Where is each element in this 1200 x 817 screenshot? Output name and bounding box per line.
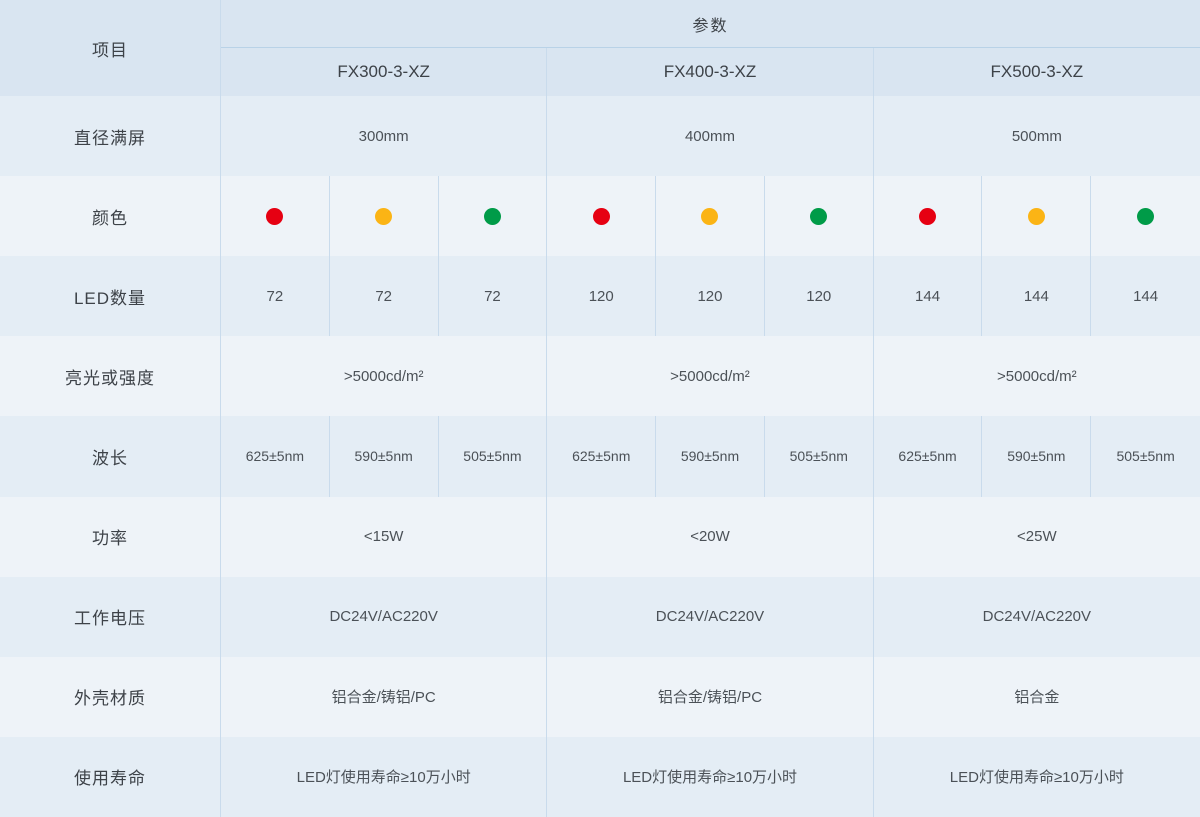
- cell-color-fx500-green: [1091, 176, 1200, 257]
- cell-wavelength: 590±5nm: [982, 416, 1092, 497]
- cell-lifespan-fx300: LED灯使用寿命≥10万小时: [221, 736, 548, 817]
- cell-material-fx500: 铝合金: [873, 656, 1200, 737]
- cell-color-fx400-yellow: [656, 176, 765, 257]
- cell-power-fx300: <15W: [221, 496, 548, 577]
- model-header-fx400: FX400-3-XZ: [547, 48, 874, 96]
- cell-color-fx300-green: [438, 176, 548, 257]
- param-header: 参数: [221, 0, 1200, 48]
- cell-brightness-fx300: >5000cd/m²: [221, 336, 548, 417]
- cell-led-count: 120: [547, 256, 657, 337]
- cell-led-count: 72: [438, 256, 548, 337]
- yellow-dot-icon: [375, 207, 393, 225]
- cell-led-count: 72: [329, 256, 439, 337]
- cell-brightness-fx500: >5000cd/m²: [873, 336, 1200, 417]
- cell-color-fx500-red: [873, 176, 983, 257]
- green-dot-icon: [483, 207, 501, 225]
- cell-wavelength: 625±5nm: [221, 416, 330, 497]
- row-label-voltage: 工作电压: [0, 576, 221, 657]
- row-label-led-count: LED数量: [0, 256, 221, 337]
- cell-voltage-fx300: DC24V/AC220V: [221, 576, 548, 657]
- row-label-diameter: 直径满屏: [0, 96, 221, 177]
- cell-lifespan-fx500: LED灯使用寿命≥10万小时: [873, 736, 1200, 817]
- cell-color-fx300-yellow: [329, 176, 439, 257]
- row-label-wavelength: 波长: [0, 416, 221, 497]
- cell-wavelength: 590±5nm: [329, 416, 439, 497]
- cell-wavelength: 625±5nm: [873, 416, 983, 497]
- cell-voltage-fx400: DC24V/AC220V: [547, 576, 874, 657]
- cell-voltage-fx500: DC24V/AC220V: [873, 576, 1200, 657]
- row-label-material: 外壳材质: [0, 656, 221, 737]
- item-header: 项目: [0, 0, 221, 96]
- cell-wavelength: 505±5nm: [764, 416, 874, 497]
- red-dot-icon: [266, 207, 284, 225]
- cell-wavelength: 625±5nm: [547, 416, 657, 497]
- cell-led-count: 120: [764, 256, 874, 337]
- cell-led-count: 144: [982, 256, 1092, 337]
- cell-wavelength: 505±5nm: [438, 416, 548, 497]
- cell-diameter-fx300: 300mm: [221, 96, 548, 177]
- cell-color-fx500-yellow: [982, 176, 1092, 257]
- cell-led-count: 72: [221, 256, 330, 337]
- row-label-brightness: 亮光或强度: [0, 336, 221, 417]
- cell-diameter-fx400: 400mm: [547, 96, 874, 177]
- cell-material-fx300: 铝合金/铸铝/PC: [221, 656, 548, 737]
- cell-led-count: 144: [1091, 256, 1200, 337]
- cell-power-fx500: <25W: [873, 496, 1200, 577]
- cell-lifespan-fx400: LED灯使用寿命≥10万小时: [547, 736, 874, 817]
- cell-wavelength: 505±5nm: [1091, 416, 1200, 497]
- cell-led-count: 144: [873, 256, 983, 337]
- cell-brightness-fx400: >5000cd/m²: [547, 336, 874, 417]
- model-header-fx500: FX500-3-XZ: [873, 48, 1200, 96]
- green-dot-icon: [1137, 207, 1155, 225]
- cell-color-fx400-red: [547, 176, 657, 257]
- row-label-color: 颜色: [0, 176, 221, 257]
- green-dot-icon: [810, 207, 828, 225]
- yellow-dot-icon: [701, 207, 719, 225]
- red-dot-icon: [919, 207, 937, 225]
- cell-color-fx400-green: [764, 176, 874, 257]
- row-label-power: 功率: [0, 496, 221, 577]
- yellow-dot-icon: [1027, 207, 1045, 225]
- cell-diameter-fx500: 500mm: [873, 96, 1200, 177]
- cell-color-fx300-red: [221, 176, 330, 257]
- model-header-fx300: FX300-3-XZ: [221, 48, 548, 96]
- row-label-lifespan: 使用寿命: [0, 736, 221, 817]
- cell-material-fx400: 铝合金/铸铝/PC: [547, 656, 874, 737]
- cell-power-fx400: <20W: [547, 496, 874, 577]
- red-dot-icon: [592, 207, 610, 225]
- cell-wavelength: 590±5nm: [656, 416, 765, 497]
- cell-led-count: 120: [656, 256, 765, 337]
